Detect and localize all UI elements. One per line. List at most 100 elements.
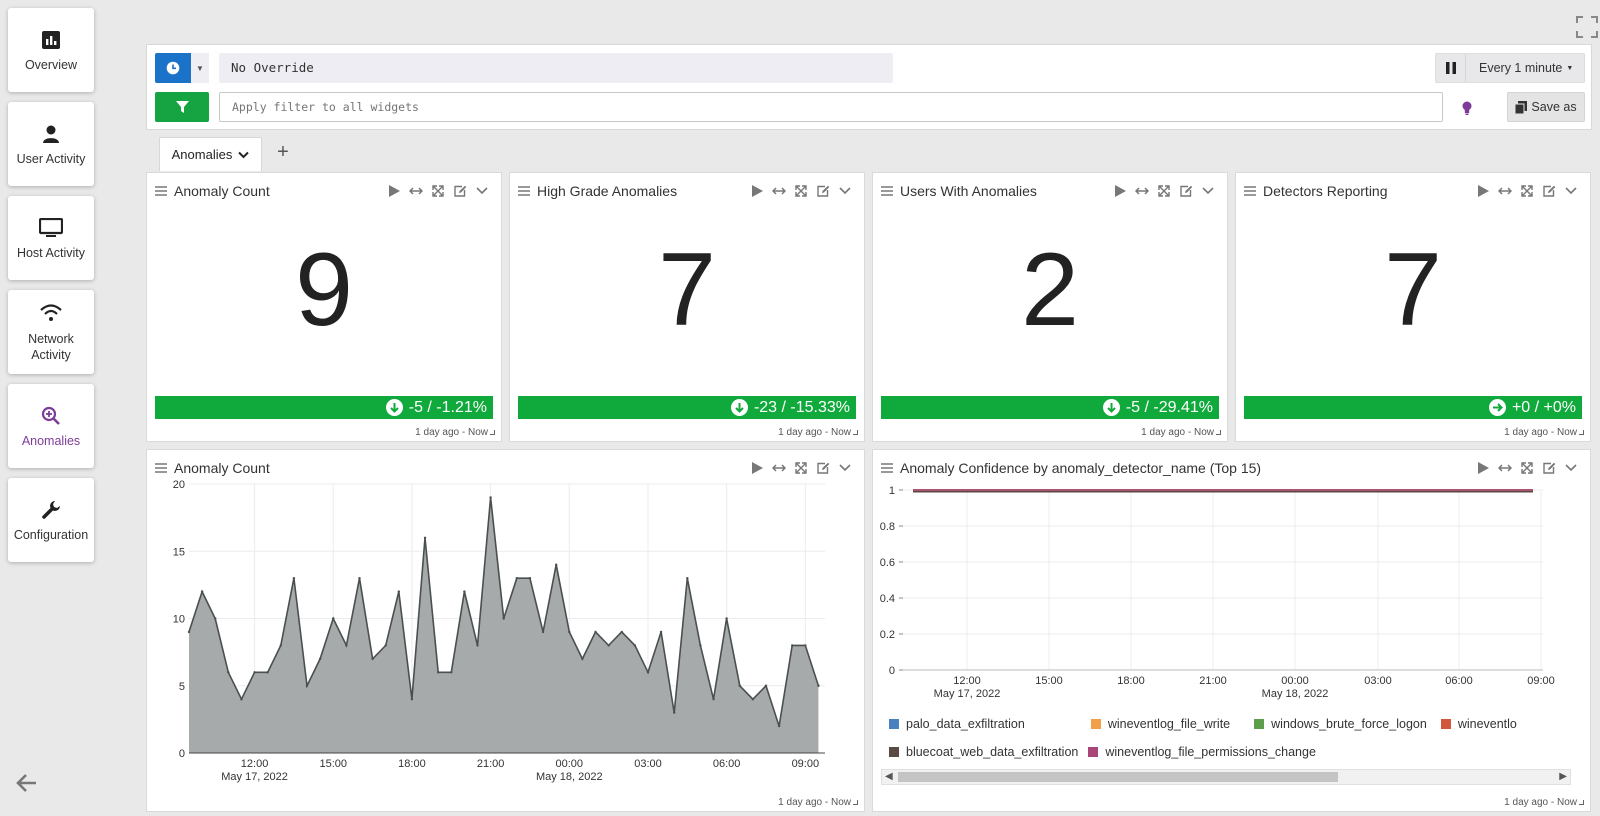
- sidebar-item-network-activity[interactable]: Network Activity: [8, 290, 94, 374]
- chevron-down-icon[interactable]: [1560, 460, 1582, 476]
- data-point[interactable]: [633, 644, 637, 647]
- sidebar-item-configuration[interactable]: Configuration: [8, 478, 94, 562]
- data-point[interactable]: [777, 724, 781, 728]
- data-point[interactable]: [791, 644, 794, 647]
- legend-item[interactable]: wineventlog_file_permissions_change: [1088, 745, 1316, 759]
- drag-handle-icon[interactable]: [155, 186, 167, 196]
- resize-horizontal-icon[interactable]: [1131, 183, 1153, 199]
- expand-icon[interactable]: [790, 183, 812, 199]
- data-point[interactable]: [659, 630, 663, 634]
- data-point[interactable]: [594, 630, 597, 634]
- data-point[interactable]: [817, 684, 820, 687]
- edit-icon[interactable]: [812, 460, 834, 476]
- chevron-down-icon[interactable]: [834, 460, 856, 476]
- data-point[interactable]: [436, 671, 440, 674]
- data-point[interactable]: [214, 617, 217, 620]
- data-point[interactable]: [738, 684, 741, 687]
- scroll-right-icon[interactable]: ▶: [1559, 771, 1567, 782]
- data-point[interactable]: [187, 630, 191, 634]
- refresh-interval-dropdown[interactable]: Every 1 minute: [1479, 61, 1563, 75]
- data-point[interactable]: [227, 671, 230, 674]
- data-point[interactable]: [764, 684, 768, 687]
- edit-icon[interactable]: [1538, 183, 1560, 199]
- time-override-field[interactable]: No Override: [219, 53, 893, 83]
- tab-anomalies[interactable]: Anomalies: [159, 137, 262, 171]
- chevron-down-icon[interactable]: [471, 183, 493, 199]
- data-point[interactable]: [620, 630, 623, 634]
- data-point[interactable]: [699, 644, 702, 647]
- data-point[interactable]: [240, 698, 243, 701]
- data-point[interactable]: [515, 576, 519, 580]
- legend-scrollbar[interactable]: ◀ ▶: [881, 769, 1571, 785]
- chevron-down-icon[interactable]: [1560, 183, 1582, 199]
- data-point[interactable]: [463, 590, 466, 593]
- play-icon[interactable]: [746, 460, 768, 476]
- data-point[interactable]: [712, 698, 715, 701]
- filter-button[interactable]: [155, 92, 209, 122]
- data-point[interactable]: [371, 657, 374, 661]
- data-point[interactable]: [332, 617, 335, 620]
- time-picker-button[interactable]: [155, 53, 191, 83]
- edit-icon[interactable]: [1175, 183, 1197, 199]
- expand-icon[interactable]: [427, 183, 449, 199]
- data-point[interactable]: [450, 671, 453, 674]
- drag-handle-icon[interactable]: [1244, 186, 1256, 196]
- data-point[interactable]: [686, 576, 689, 580]
- drag-handle-icon[interactable]: [881, 463, 893, 473]
- data-point[interactable]: [200, 590, 204, 593]
- scrollbar-thumb[interactable]: [898, 772, 1338, 782]
- time-picker-caret[interactable]: ▼: [191, 53, 209, 83]
- data-point[interactable]: [292, 576, 296, 580]
- data-point[interactable]: [751, 698, 755, 701]
- expand-icon[interactable]: [1516, 460, 1538, 476]
- legend-item[interactable]: windows_brute_force_logon: [1254, 717, 1427, 731]
- scroll-left-icon[interactable]: ◀: [885, 771, 893, 782]
- data-point[interactable]: [607, 644, 610, 647]
- edit-icon[interactable]: [812, 183, 834, 199]
- drag-handle-icon[interactable]: [881, 186, 893, 196]
- data-point[interactable]: [646, 671, 650, 674]
- legend-item[interactable]: wineventlog_file_write: [1090, 717, 1230, 731]
- legend-item[interactable]: bluecoat_web_data_exfiltration: [889, 745, 1078, 759]
- fullscreen-icon[interactable]: [1576, 16, 1598, 38]
- data-point[interactable]: [253, 671, 256, 674]
- chevron-down-icon[interactable]: [238, 151, 250, 159]
- drag-handle-icon[interactable]: [518, 186, 530, 196]
- legend-item[interactable]: palo_data_exfiltration: [889, 717, 1025, 731]
- play-icon[interactable]: [1109, 183, 1131, 199]
- data-point[interactable]: [318, 657, 322, 661]
- data-point[interactable]: [410, 698, 414, 701]
- data-point[interactable]: [568, 630, 571, 634]
- data-point[interactable]: [305, 684, 309, 687]
- edit-icon[interactable]: [449, 183, 471, 199]
- sidebar-item-host-activity[interactable]: Host Activity: [8, 196, 94, 280]
- sidebar-item-user-activity[interactable]: User Activity: [8, 102, 94, 186]
- data-point[interactable]: [384, 644, 387, 647]
- data-point[interactable]: [502, 617, 505, 620]
- play-icon[interactable]: [746, 183, 768, 199]
- resize-horizontal-icon[interactable]: [1494, 460, 1516, 476]
- data-point[interactable]: [345, 644, 348, 647]
- play-icon[interactable]: [383, 183, 405, 199]
- data-point[interactable]: [266, 671, 269, 674]
- edit-icon[interactable]: [1538, 460, 1560, 476]
- resize-horizontal-icon[interactable]: [1494, 183, 1516, 199]
- data-point[interactable]: [476, 644, 479, 647]
- data-point[interactable]: [581, 657, 584, 661]
- expand-icon[interactable]: [1516, 183, 1538, 199]
- collapse-sidebar-arrow-icon[interactable]: [14, 770, 40, 796]
- data-point[interactable]: [423, 536, 427, 539]
- data-point[interactable]: [489, 496, 492, 499]
- data-point[interactable]: [358, 576, 361, 580]
- expand-icon[interactable]: [790, 460, 812, 476]
- legend-item[interactable]: wineventlo: [1440, 717, 1517, 731]
- data-point[interactable]: [397, 590, 401, 593]
- sidebar-item-overview[interactable]: Overview: [8, 8, 94, 92]
- data-point[interactable]: [672, 711, 676, 714]
- play-icon[interactable]: [1472, 460, 1494, 476]
- resize-horizontal-icon[interactable]: [405, 183, 427, 199]
- data-point[interactable]: [554, 563, 558, 566]
- lightbulb-icon[interactable]: [1461, 100, 1473, 116]
- data-point[interactable]: [528, 576, 532, 580]
- chevron-down-icon[interactable]: [1197, 183, 1219, 199]
